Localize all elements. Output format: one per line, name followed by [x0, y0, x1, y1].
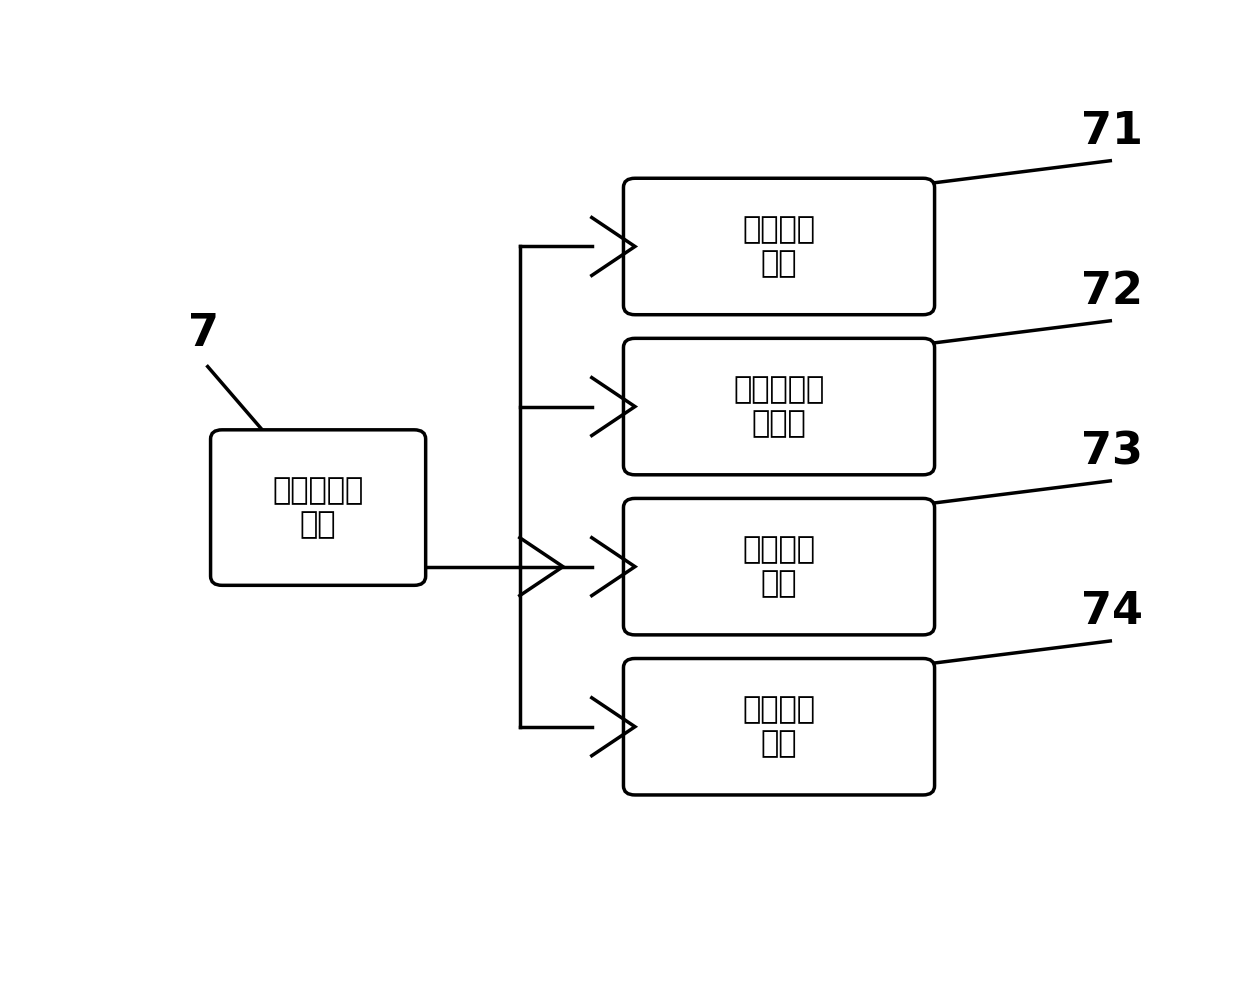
- FancyBboxPatch shape: [211, 430, 426, 585]
- Text: 71: 71: [1082, 110, 1144, 153]
- Text: 材料弹性模
量模块: 材料弹性模 量模块: [733, 375, 825, 438]
- Text: 材料厚度
模块: 材料厚度 模块: [742, 695, 815, 758]
- Text: 74: 74: [1082, 590, 1144, 634]
- FancyBboxPatch shape: [623, 178, 934, 315]
- Text: 单元类型
模块: 单元类型 模块: [742, 536, 815, 598]
- FancyBboxPatch shape: [623, 658, 934, 795]
- FancyBboxPatch shape: [623, 339, 934, 475]
- Text: 截面尺寸
模块: 截面尺寸 模块: [742, 215, 815, 278]
- Text: 73: 73: [1082, 431, 1144, 473]
- Text: 72: 72: [1082, 270, 1144, 313]
- Text: 提取物状态
模块: 提取物状态 模块: [273, 476, 364, 539]
- Text: 7: 7: [188, 312, 219, 355]
- FancyBboxPatch shape: [623, 498, 934, 635]
